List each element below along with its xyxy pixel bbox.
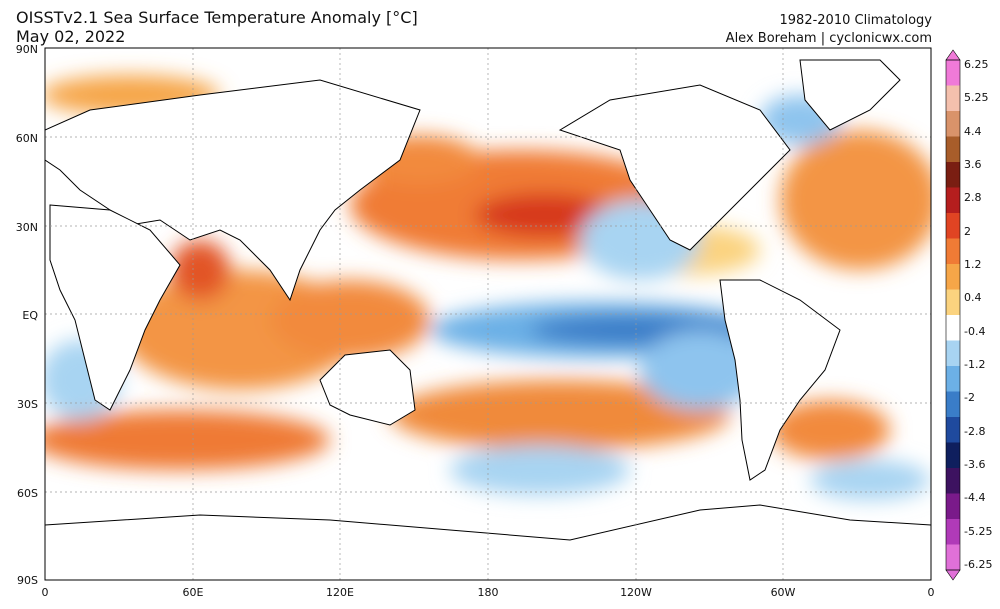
colorbar-tick-label: -5.25 bbox=[964, 524, 993, 538]
southern-indian-warm bbox=[45, 410, 330, 470]
colorbar-swatch bbox=[946, 468, 960, 494]
lon-label-120e: 120E bbox=[326, 586, 354, 599]
lat-label-60s: 60S bbox=[17, 487, 38, 500]
colorbar-swatch bbox=[946, 340, 960, 367]
lon-label-0-right: 0 bbox=[927, 586, 935, 599]
north-atlantic-warm bbox=[780, 130, 931, 270]
colorbar-swatch bbox=[946, 162, 960, 188]
colorbar-swatch bbox=[946, 544, 960, 571]
south-atlantic-warm bbox=[770, 400, 890, 460]
south-pacific-warm bbox=[390, 380, 730, 450]
southwest-atlantic-cool bbox=[810, 460, 930, 500]
lat-label-90s: 90S bbox=[17, 574, 38, 587]
lon-label-60w: 60W bbox=[770, 586, 796, 599]
colorbar-swatch bbox=[946, 315, 960, 341]
north-america bbox=[558, 84, 791, 251]
colorbar-tick-label: 1.2 bbox=[964, 258, 982, 271]
arabian-sea-warm bbox=[170, 240, 230, 300]
colorbar-tick-label: 0.4 bbox=[964, 291, 982, 305]
greenland bbox=[799, 59, 901, 131]
lon-label-60e: 60E bbox=[182, 586, 204, 599]
title-line-2: May 02, 2022 bbox=[16, 27, 126, 46]
map-title: OISSTv2.1 Sea Surface Temperature Anomal… bbox=[16, 8, 418, 46]
credit: 1982-2010 Climatology Alex Boreham | cyc… bbox=[726, 12, 932, 48]
colorbar-swatch bbox=[946, 60, 960, 86]
colorbar-swatch bbox=[946, 85, 960, 112]
colorbar-tick-label: 2 bbox=[964, 224, 971, 238]
colorbar-swatch bbox=[946, 264, 960, 290]
colorbar bbox=[945, 49, 961, 581]
title-line-1: OISSTv2.1 Sea Surface Temperature Anomal… bbox=[16, 8, 418, 27]
colorbar-swatch bbox=[946, 187, 960, 214]
map-frame bbox=[44, 47, 932, 581]
colorbar-tick-label: -3.6 bbox=[964, 458, 986, 471]
colorbar-tick-label: -2 bbox=[964, 391, 975, 405]
colorbar-frame bbox=[945, 59, 961, 571]
lon-label-180: 180 bbox=[477, 586, 499, 599]
lon-label-0-left: 0 bbox=[41, 586, 49, 599]
colorbar-tick-label: -6.25 bbox=[964, 558, 993, 571]
colorbar-tick-label: 2.8 bbox=[964, 191, 982, 205]
southeast-pacific-cool bbox=[640, 330, 760, 410]
maritime-continent-warm bbox=[270, 280, 430, 360]
author-credit: Alex Boreham | cyclonicwx.com bbox=[725, 31, 932, 46]
colorbar-tick-label: -1.2 bbox=[964, 358, 986, 371]
climatology-label: 1982-2010 Climatology bbox=[779, 13, 932, 28]
colorbar-tick-label: -0.4 bbox=[964, 324, 986, 338]
south-america bbox=[719, 279, 841, 481]
antarctica bbox=[45, 504, 931, 580]
colorbar-swatch bbox=[946, 366, 960, 392]
colorbar-top-extension bbox=[945, 49, 961, 61]
colorbar-tick-label: 3.6 bbox=[964, 158, 982, 171]
colorbar-tick-label: 4.4 bbox=[964, 124, 982, 138]
colorbar-swatch bbox=[946, 136, 960, 163]
southern-ocean-cool bbox=[450, 445, 630, 495]
colorbar-swatch bbox=[946, 391, 960, 418]
colorbar-tick-label: 5.25 bbox=[964, 91, 989, 105]
colorbar-tick-label: 6.25 bbox=[964, 58, 989, 71]
colorbar-swatch bbox=[946, 519, 960, 545]
colorbar-swatch bbox=[946, 213, 960, 239]
africa bbox=[49, 204, 181, 411]
colorbar-swatch bbox=[946, 238, 960, 265]
australia bbox=[319, 349, 416, 426]
map-field bbox=[45, 48, 931, 580]
colorbar-bottom-extension bbox=[945, 569, 961, 581]
colorbar-swatch bbox=[946, 417, 960, 443]
colorbar-swatch bbox=[946, 111, 960, 137]
colorbar-tick-label: -2.8 bbox=[964, 424, 986, 438]
lat-label-30n: 30N bbox=[15, 221, 38, 234]
lat-label-90n: 90N bbox=[15, 43, 38, 56]
lat-label-eq: EQ bbox=[22, 309, 38, 322]
landmasses bbox=[45, 59, 931, 580]
lon-label-120w: 120W bbox=[620, 586, 652, 599]
eurasia bbox=[45, 79, 421, 302]
graticule bbox=[45, 48, 931, 580]
lat-label-30s: 30S bbox=[17, 398, 38, 411]
colorbar-tick-label: -4.4 bbox=[964, 491, 986, 505]
colorbar-swatch bbox=[946, 442, 960, 469]
colorbar-swatch bbox=[946, 289, 960, 316]
lat-label-60n: 60N bbox=[15, 132, 38, 145]
colorbar-swatch bbox=[946, 493, 960, 520]
